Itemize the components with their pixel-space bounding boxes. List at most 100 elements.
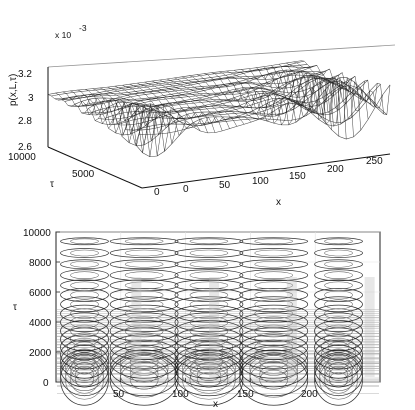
surface-x-tick-label: 50: [219, 180, 231, 191]
surface-zlabel: p(x,L,τ): [8, 74, 19, 106]
contour-level-line: [324, 299, 353, 310]
contour-x-tick-labels: 50 100 150 200: [113, 389, 318, 400]
surface-x-mesh-line: [219, 71, 310, 118]
contour-y-tick-label: 8000: [29, 258, 52, 269]
contour-x-tick-label: 50: [113, 389, 125, 400]
contour-level-line: [60, 259, 109, 270]
surface-x-mesh-line: [85, 89, 179, 144]
surface-x-mesh-line: [152, 80, 245, 125]
contour-level-line: [75, 367, 94, 381]
contour-level-line: [239, 237, 309, 246]
contour-level-line: [189, 260, 229, 268]
contour-shaded-region: [286, 277, 297, 377]
contour-level-line: [314, 269, 363, 282]
contour-level-line: [174, 352, 244, 397]
surface-plot: x 10 -3 2.6 2.8 3 3.2 10000 5000 0 0 50 …: [8, 23, 396, 208]
contour-level-line: [60, 237, 109, 246]
surface-mesh: [47, 60, 391, 158]
surface-z-tick-label: 3.2: [18, 69, 32, 80]
contour-level-line: [324, 260, 353, 268]
contour-level-line: [239, 279, 309, 292]
surface-x-mesh-line: [248, 68, 340, 137]
contour-level-line: [239, 269, 309, 282]
contour-level-line: [314, 296, 363, 313]
contour-level-line: [239, 296, 309, 313]
contour-y-tick-labels: 0 2000 4000 6000 8000 10000: [23, 228, 52, 389]
contour-level-line: [174, 279, 244, 292]
contour-level-line: [60, 352, 109, 397]
contour-plot: 0 2000 4000 6000 8000 10000 50 100 150 2…: [13, 228, 381, 410]
surface-x-mesh-line: [181, 76, 274, 122]
contour-y-tick-label: 0: [43, 378, 49, 389]
contour-level-line: [324, 271, 353, 279]
surface-z-tick-labels: 2.6 2.8 3 3.2: [18, 69, 34, 153]
contour-level-line: [70, 260, 99, 268]
contour-level-line: [109, 248, 179, 258]
contour-level-line: [174, 269, 244, 282]
surface-x-tick-label: 150: [289, 171, 306, 182]
contour-level-line: [329, 371, 348, 388]
contour-y-tick-label: 10000: [23, 228, 51, 239]
contour-level-line: [70, 238, 99, 245]
surface-x-mesh-line: [300, 60, 391, 115]
contour-level-line: [70, 299, 99, 310]
contour-level-line: [239, 288, 309, 302]
surface-tau-tick-label: 10000: [8, 152, 36, 163]
contour-level-line: [174, 259, 244, 270]
surface-x-mesh-line: [293, 61, 383, 109]
surface-z-tick-label: 3: [28, 93, 34, 104]
contour-y-tick-label: 6000: [29, 288, 52, 299]
surface-x-mesh-line: [256, 67, 347, 140]
surface-x-axis: [141, 153, 391, 189]
contour-level-line: [197, 371, 221, 388]
contour-level-line: [60, 269, 109, 282]
contour-level-line: [314, 237, 363, 246]
contour-level-line: [60, 248, 109, 258]
surface-tau-tick-labels: 10000 5000 0: [8, 152, 160, 198]
surface-axes: [47, 44, 396, 189]
surface-x-mesh-line: [129, 83, 223, 131]
surface-tau-tick-label: 0: [154, 187, 160, 198]
contour-level-line: [314, 248, 363, 258]
contour-level-line: [70, 281, 99, 290]
contour-level-line: [314, 352, 363, 397]
surface-x-tick-label: 100: [252, 176, 269, 187]
surface-x-mesh-line: [286, 62, 376, 107]
surface-x-mesh-line: [159, 79, 252, 123]
surface-x-tick-labels: 0 50 100 150 200 250: [183, 156, 383, 195]
contour-level-line: [124, 238, 164, 245]
contour-level-line: [189, 271, 229, 279]
contour-level-line: [189, 238, 229, 245]
contour-level-line: [109, 296, 179, 313]
contour-y-tick-label: 2000: [29, 348, 52, 359]
contour-level-line: [329, 367, 348, 381]
surface-xlabel: x: [276, 197, 281, 208]
surface-z-tick-label: 2.6: [18, 142, 32, 153]
contour-level-line: [239, 352, 309, 397]
surface-x-mesh-line: [263, 66, 354, 137]
contour-ylabel: τ: [13, 302, 17, 313]
surface-x-mesh-line: [92, 88, 186, 137]
contour-level-line: [174, 237, 244, 246]
contour-shaded-region: [209, 277, 220, 377]
surface-x-mesh-line: [189, 75, 281, 124]
contour-x-tick-label: 150: [237, 389, 254, 400]
contour-level-line: [239, 259, 309, 270]
surface-scale-exponent: -3: [79, 23, 87, 33]
contour-x-tick-label: 100: [172, 389, 189, 400]
contour-level-line: [109, 269, 179, 282]
surface-scale-label: x 10: [55, 30, 71, 40]
contour-level-line: [197, 367, 221, 381]
contour-lines: [57, 237, 379, 406]
surface-x-mesh-line: [144, 81, 238, 127]
surface-x-mesh-line: [204, 73, 296, 126]
contour-level-line: [124, 299, 164, 310]
surface-x-mesh-line: [107, 86, 201, 132]
surface-x-mesh-line: [271, 65, 362, 131]
contour-level-line: [124, 281, 164, 290]
contour-level-line: [124, 260, 164, 268]
surface-ylabel: τ: [50, 179, 54, 190]
contour-level-line: [189, 249, 229, 257]
surface-x-mesh-line: [122, 85, 216, 133]
